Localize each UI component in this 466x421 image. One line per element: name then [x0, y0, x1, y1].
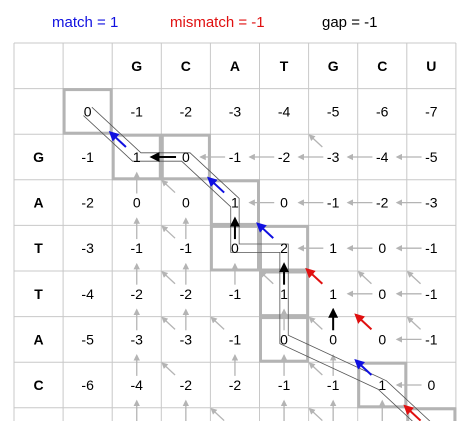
matrix-cell-value: -1 — [81, 149, 94, 165]
matrix-cell-value: -3 — [81, 240, 94, 256]
matrix-cell-value: -6 — [376, 103, 389, 119]
matrix-cell-value: -3 — [131, 331, 144, 347]
gray-arrow — [162, 363, 175, 375]
matrix-cell-value: -1 — [327, 377, 340, 393]
matrix-cell-value: -3 — [425, 195, 438, 211]
matrix-cell-value: -1 — [327, 195, 340, 211]
matrix-cell-value: 1 — [280, 286, 288, 302]
matrix-cell-value: 0 — [378, 240, 386, 256]
gray-arrow — [408, 318, 421, 330]
matrix-cell-value: -3 — [180, 331, 193, 347]
matrix-cell-value: -6 — [81, 377, 94, 393]
matrix-cell-value: -5 — [327, 103, 340, 119]
left-sequence-letter: A — [33, 331, 43, 347]
gray-arrow — [310, 318, 323, 330]
matrix-cell-value: 0 — [280, 195, 288, 211]
left-sequence-letter: G — [33, 149, 44, 165]
matrix-cell-value: 0 — [182, 149, 190, 165]
matrix-cell-value: 0 — [378, 286, 386, 302]
matrix-cell-value: -4 — [81, 286, 94, 302]
matrix-cell-value: -1 — [229, 149, 242, 165]
matrix-cell-value: -2 — [81, 195, 94, 211]
matrix-cell-value: -3 — [229, 103, 242, 119]
matrix-cell-value: -7 — [425, 103, 438, 119]
matrix-cell-value: 1 — [231, 195, 239, 211]
top-sequence-letter: A — [230, 58, 240, 74]
gray-arrow — [310, 363, 323, 375]
gray-arrow — [310, 409, 323, 421]
gray-arrow — [260, 272, 273, 284]
matrix-cell-value: -1 — [180, 240, 193, 256]
left-sequence-letter: T — [34, 240, 43, 256]
top-sequence-letter: T — [280, 58, 289, 74]
matrix-cell-value: 1 — [329, 240, 337, 256]
matrix-cell-value: -1 — [425, 331, 438, 347]
gray-arrow — [408, 272, 421, 284]
matrix-cell-value: 0 — [378, 331, 386, 347]
left-sequence-letter: T — [34, 286, 43, 302]
matrix-cell-value: -1 — [278, 377, 291, 393]
matrix-cell-value: 1 — [133, 149, 141, 165]
matrix-cell-value: -3 — [327, 149, 340, 165]
matrix-cell-value: 0 — [329, 331, 337, 347]
matrix-cell-value: -4 — [278, 103, 291, 119]
gray-arrow — [162, 318, 175, 330]
gray-arrow — [211, 318, 224, 330]
gray-arrow — [359, 272, 372, 284]
top-sequence-letter: G — [131, 58, 142, 74]
matrix-cell-value: -1 — [229, 286, 242, 302]
top-sequence-letter: U — [426, 58, 436, 74]
gray-arrow — [162, 226, 175, 238]
matrix-cell-value: 1 — [329, 286, 337, 302]
matrix-cell-value: 0 — [84, 103, 92, 119]
matrix-cell-value: -2 — [229, 377, 242, 393]
gray-arrow — [162, 181, 175, 193]
matrix-cell-value: 0 — [133, 195, 141, 211]
gray-arrow — [211, 409, 224, 421]
matrix-cell-value: -5 — [425, 149, 438, 165]
matrix-cell-value: 0 — [231, 240, 239, 256]
left-sequence-letter: C — [33, 377, 43, 393]
matrix-cell-value: 0 — [182, 195, 190, 211]
left-sequence-letter: A — [33, 195, 43, 211]
top-sequence-letter: C — [377, 58, 387, 74]
matrix-cell-value: 0 — [427, 377, 435, 393]
top-sequence-letter: C — [181, 58, 191, 74]
matrix-cell-value: -2 — [180, 103, 193, 119]
matrix-cell-value: -4 — [131, 377, 144, 393]
matrix-cell-value: -2 — [180, 377, 193, 393]
matrix-cell-value: -1 — [425, 286, 438, 302]
matrix-cell-value: 1 — [378, 377, 386, 393]
top-sequence-letter: G — [328, 58, 339, 74]
matrix-cell-value: -1 — [425, 240, 438, 256]
matrix-cell-value: -1 — [229, 331, 242, 347]
matrix-cell-value: -2 — [180, 286, 193, 302]
matrix-cell-value: 0 — [280, 331, 288, 347]
matrix-cell-value: -2 — [131, 286, 144, 302]
matrix-cell-value: -5 — [81, 331, 94, 347]
matrix-cell-value: -1 — [131, 240, 144, 256]
matrix-cell-value: -2 — [376, 195, 389, 211]
matrix-cell-value: 2 — [280, 240, 288, 256]
gray-arrow — [310, 135, 323, 147]
matrix-cell-value: -1 — [131, 103, 144, 119]
matrix-cell-value: -4 — [376, 149, 389, 165]
matrix-cell-value: -2 — [278, 149, 291, 165]
gray-arrow — [162, 272, 175, 284]
